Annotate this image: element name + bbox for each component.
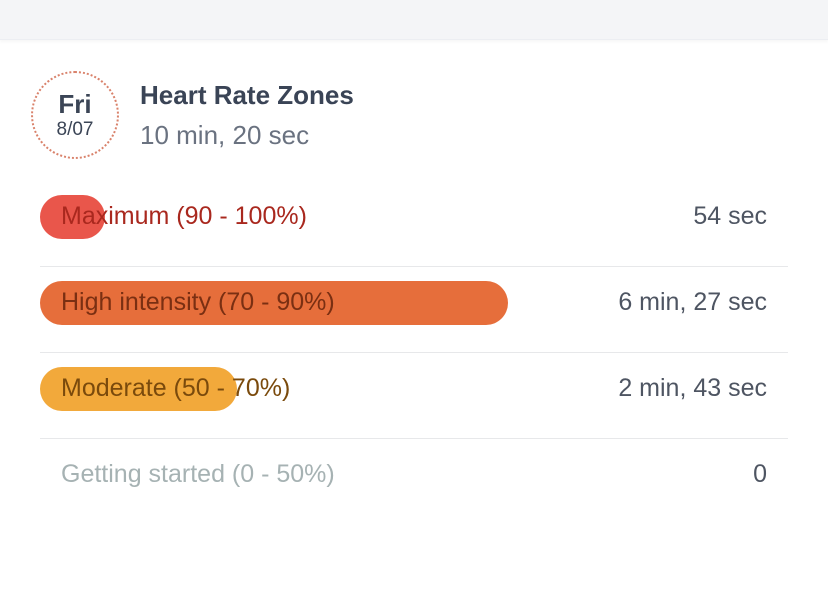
card-title: Heart Rate Zones bbox=[140, 80, 354, 110]
zone-label: Moderate (50 - 70%) bbox=[61, 374, 291, 402]
zone-time: 2 min, 43 sec bbox=[618, 374, 767, 402]
top-band bbox=[0, 0, 828, 40]
zone-row-high-intensity: High intensity (70 - 90%) 6 min, 27 sec bbox=[40, 266, 788, 353]
zone-row-maximum: Maximum (90 - 100%) 54 sec bbox=[40, 180, 788, 267]
zone-bar bbox=[40, 195, 105, 239]
zone-label: Maximum (90 - 100%) bbox=[61, 202, 307, 230]
zone-time: 54 sec bbox=[693, 202, 767, 230]
zone-label: Getting started (0 - 50%) bbox=[61, 460, 335, 488]
zone-time: 0 bbox=[753, 460, 767, 488]
zone-bar bbox=[40, 367, 237, 411]
zone-row-moderate: Moderate (50 - 70%) 2 min, 43 sec bbox=[40, 352, 788, 439]
zone-row-getting-started: Getting started (0 - 50%) 0 bbox=[40, 438, 788, 524]
zone-bar bbox=[40, 281, 508, 325]
zone-time: 6 min, 27 sec bbox=[618, 288, 767, 316]
zone-label: High intensity (70 - 90%) bbox=[61, 288, 335, 316]
date-day: Fri bbox=[58, 88, 92, 119]
date-number: 8/07 bbox=[56, 118, 94, 140]
date-badge: Fri 8/07 bbox=[31, 71, 119, 159]
total-duration: 10 min, 20 sec bbox=[140, 120, 310, 150]
